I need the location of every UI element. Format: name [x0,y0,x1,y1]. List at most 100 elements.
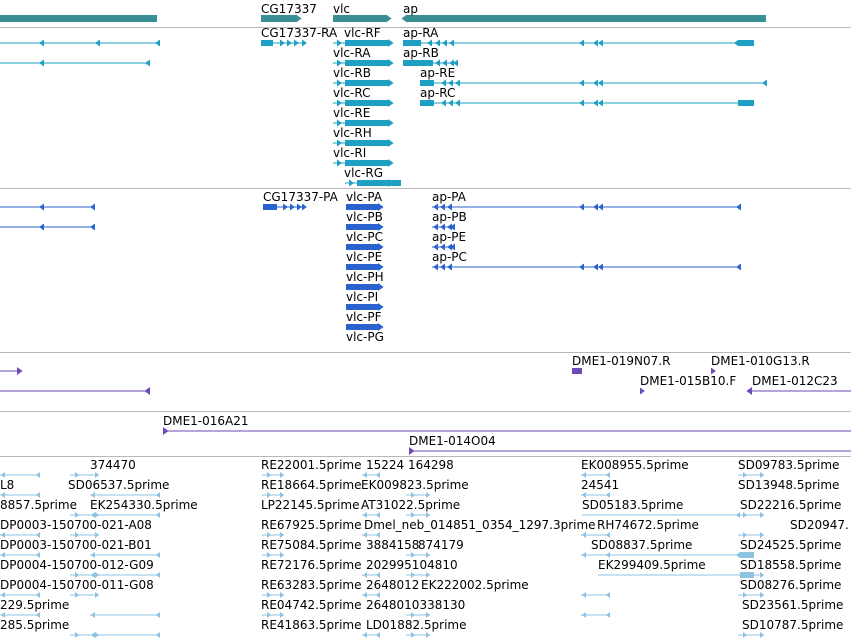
est-feature[interactable] [411,512,416,518]
est-feature[interactable] [426,512,431,518]
est-feature[interactable] [426,612,431,618]
est-label[interactable]: SD10787.5prime [742,618,844,632]
protein-exon[interactable] [346,224,378,230]
est-feature[interactable] [155,632,160,638]
est-feature[interactable] [35,592,40,598]
transcript-exon[interactable] [287,39,292,47]
est-feature[interactable] [155,492,160,498]
transcript-exon[interactable] [455,79,460,87]
protein-exon[interactable] [378,323,384,331]
est-label[interactable]: 3884158 [366,538,420,552]
protein-exon[interactable] [39,223,44,231]
bac-label[interactable]: DME1-016A21 [163,414,249,428]
est-feature[interactable] [605,472,610,478]
transcript-exon[interactable] [345,140,389,146]
est-feature[interactable] [35,472,40,478]
est-feature[interactable] [740,552,754,558]
protein-exon[interactable] [447,263,452,271]
protein-exon[interactable] [433,223,438,231]
transcript-exon[interactable] [280,39,285,47]
est-feature[interactable] [740,572,754,578]
protein-exon[interactable] [447,243,452,251]
transcript-exon[interactable] [388,39,394,47]
est-feature[interactable] [362,592,367,598]
transcript-label[interactable]: ap-RC [420,86,456,100]
protein-label[interactable]: vlc-PG [346,330,384,344]
protein-exon[interactable] [39,203,44,211]
protein-exon[interactable] [440,243,445,251]
est-feature[interactable] [581,612,586,618]
est-feature[interactable] [267,592,272,598]
protein-exon[interactable] [450,243,455,251]
transcript-exon[interactable] [598,39,603,47]
est-label[interactable]: SD13948.5prime [738,478,840,492]
transcript-exon[interactable] [345,120,389,126]
est-label[interactable]: DP0004-150700-012-G09 [0,558,154,572]
protein-label[interactable]: ap-PE [432,230,467,244]
est-label[interactable]: RE04742.5prime [261,598,362,612]
est-label[interactable]: 374470 [90,458,136,472]
est-feature[interactable] [760,512,765,518]
est-feature[interactable] [90,492,95,498]
transcript-label[interactable]: CG17337-RA [261,26,338,40]
protein-label[interactable]: vlc-PE [346,250,383,264]
transcript-exon[interactable] [388,79,394,87]
est-feature[interactable] [280,472,285,478]
protein-exon[interactable] [378,263,384,271]
est-feature[interactable] [35,552,40,558]
est-feature[interactable] [362,532,367,538]
protein-exon[interactable] [283,203,288,211]
transcript-exon[interactable] [39,39,44,47]
est-feature[interactable] [155,612,160,618]
est-label[interactable]: SD08837.5prime [591,538,693,552]
transcript-exon[interactable] [145,59,150,67]
est-feature[interactable] [267,472,272,478]
transcript-label[interactable]: vlc-RG [344,166,383,180]
est-feature[interactable] [375,592,380,598]
transcript-exon[interactable] [337,99,342,107]
transcript-label[interactable]: vlc-RB [333,66,371,80]
est-feature[interactable] [90,632,95,638]
protein-exon[interactable] [297,203,302,211]
protein-exon[interactable] [346,324,378,330]
protein-exon[interactable] [440,203,445,211]
protein-exon[interactable] [579,203,584,211]
est-feature[interactable] [426,552,431,558]
protein-label[interactable]: ap-PB [432,210,467,224]
protein-exon[interactable] [378,223,384,231]
transcript-exon[interactable] [598,79,603,87]
est-label[interactable]: SD22216.5prime [740,498,842,512]
protein-exon[interactable] [346,304,378,310]
transcript-label[interactable]: vlc-RF [344,26,381,40]
est-label[interactable]: DP0003-150700-021-B01 [0,538,152,552]
est-feature[interactable] [375,472,380,478]
protein-label[interactable]: vlc-PI [346,290,379,304]
est-feature[interactable] [760,592,765,598]
protein-exon[interactable] [433,243,438,251]
transcript-label[interactable]: vlc-RA [333,46,371,60]
est-feature[interactable] [743,472,748,478]
est-feature[interactable] [95,592,100,598]
protein-exon[interactable] [433,203,438,211]
est-label[interactable]: EK254330.5prime [90,498,198,512]
bac-end-feature[interactable] [17,367,23,375]
gene-feature[interactable] [333,15,386,22]
transcript-exon[interactable] [337,139,342,147]
transcript-exon[interactable] [420,80,434,86]
transcript-exon[interactable] [427,39,432,47]
est-feature[interactable] [75,532,80,538]
est-feature[interactable] [90,552,95,558]
est-feature[interactable] [426,632,431,638]
est-feature[interactable] [95,532,100,538]
transcript-exon[interactable] [442,39,447,47]
transcript-label[interactable]: vlc-RH [333,126,372,140]
est-label[interactable]: SD09783.5prime [738,458,840,472]
est-feature[interactable] [581,592,586,598]
protein-exon[interactable] [447,223,452,231]
est-feature[interactable] [605,532,610,538]
protein-exon[interactable] [346,204,378,210]
transcript-exon[interactable] [345,160,389,166]
est-feature[interactable] [743,592,748,598]
bac-end-feature[interactable] [711,367,716,375]
est-feature[interactable] [362,472,367,478]
